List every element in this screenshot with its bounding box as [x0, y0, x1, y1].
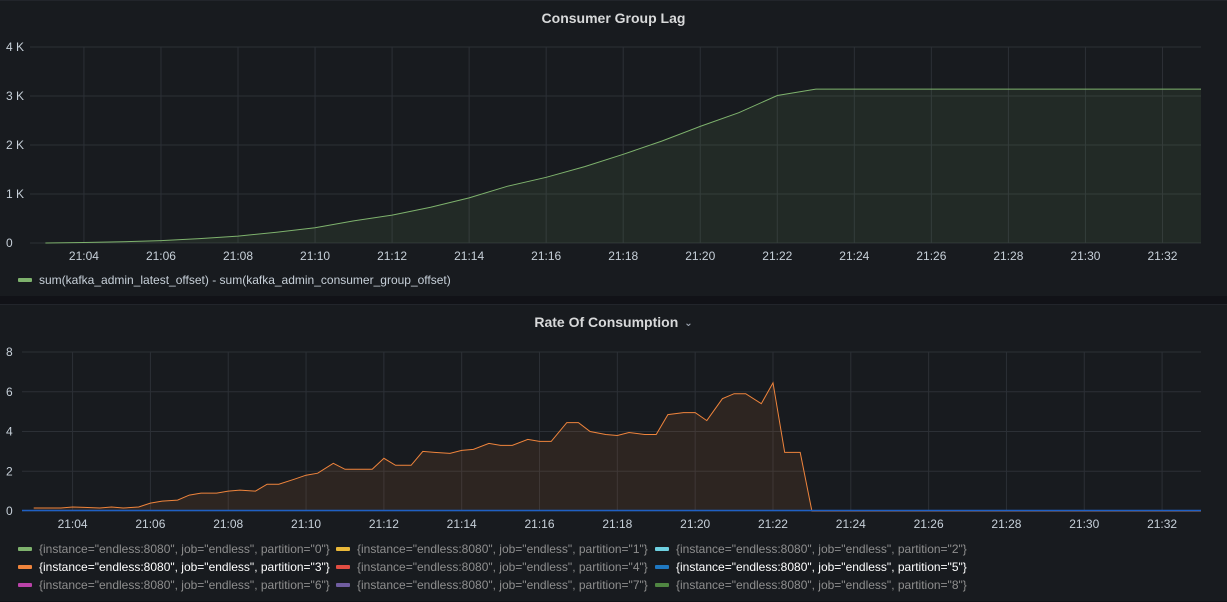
legend-swatch	[655, 546, 669, 551]
x-tick-label: 21:14	[454, 249, 484, 263]
x-tick-label: 21:14	[447, 517, 477, 531]
legend-label: sum(kafka_admin_latest_offset) - sum(kaf…	[39, 273, 451, 287]
x-tick-label: 21:06	[135, 517, 165, 531]
legend-label: {instance="endless:8080", job="endless",…	[676, 542, 967, 556]
chevron-down-icon[interactable]: ⌄	[684, 317, 693, 329]
legend-item-partition-2[interactable]: {instance="endless:8080", job="endless",…	[655, 542, 967, 556]
x-tick-label: 21:30	[1069, 517, 1099, 531]
x-tick-label: 21:16	[524, 517, 554, 531]
legend-label: {instance="endless:8080", job="endless",…	[39, 578, 330, 592]
y-tick-label: 4 K	[6, 40, 24, 54]
legend-swatch	[18, 277, 32, 282]
panel-title-consumer-group-lag[interactable]: Consumer Group Lag	[541, 10, 686, 26]
legend-label: {instance="endless:8080", job="endless",…	[39, 542, 330, 556]
y-tick-label: 2 K	[6, 138, 24, 152]
x-tick-label: 21:04	[58, 517, 88, 531]
x-tick-label: 21:10	[291, 517, 321, 531]
panel-title-text: Rate Of Consumption	[534, 314, 679, 330]
series-line[interactable]	[45, 88, 1201, 244]
series-area	[45, 89, 1201, 243]
x-tick-label: 21:28	[993, 249, 1023, 263]
x-tick-label: 21:12	[369, 517, 399, 531]
legend-item-partition-0[interactable]: {instance="endless:8080", job="endless",…	[18, 542, 330, 556]
y-tick-label: 0	[6, 236, 13, 250]
legend-item-partition-6[interactable]: {instance="endless:8080", job="endless",…	[18, 578, 330, 592]
rate-of-consumption-panel: Rate Of Consumption ⌄ 0 2 4 6 8 21:04 21:06 21:0…	[0, 304, 1227, 601]
legend-label: {instance="endless:8080", job="endless",…	[357, 542, 648, 556]
x-tick-label: 21:06	[146, 249, 176, 263]
x-tick-label: 21:26	[914, 517, 944, 531]
legend-item-partition-5[interactable]: {instance="endless:8080", job="endless",…	[655, 560, 967, 574]
x-tick-label: 21:08	[223, 249, 253, 263]
legend-swatch	[336, 582, 350, 587]
rate-of-consumption-legend: {instance="endless:8080", job="endless",…	[18, 542, 1218, 602]
series-area	[33, 382, 1202, 511]
legend-item-partition-1[interactable]: {instance="endless:8080", job="endless",…	[336, 542, 648, 556]
y-tick-label: 0	[6, 504, 13, 518]
x-tick-label: 21:22	[758, 517, 788, 531]
legend-swatch	[336, 564, 350, 569]
x-tick-label: 21:20	[685, 249, 715, 263]
x-tick-label: 21:16	[531, 249, 561, 263]
x-tick-label: 21:18	[608, 249, 638, 263]
legend-label: {instance="endless:8080", job="endless",…	[39, 560, 330, 574]
x-tick-label: 21:30	[1070, 249, 1100, 263]
y-tick-label: 4	[6, 425, 13, 439]
y-tick-label: 6	[6, 385, 13, 399]
x-tick-label: 21:24	[839, 249, 869, 263]
x-tick-label: 21:26	[916, 249, 946, 263]
legend-label: {instance="endless:8080", job="endless",…	[357, 578, 648, 592]
x-tick-label: 21:20	[680, 517, 710, 531]
x-tick-label: 21:18	[602, 517, 632, 531]
rate-of-consumption-chart[interactable]: 0 2 4 6 8 21:04 21:06 21:08 21:10 21:12 21:14 21:16…	[0, 305, 1227, 602]
legend-swatch	[18, 546, 32, 551]
y-tick-label: 2	[6, 464, 13, 478]
y-tick-label: 1 K	[6, 187, 24, 201]
legend-swatch	[18, 564, 32, 569]
legend-item-partition-3[interactable]: {instance="endless:8080", job="endless",…	[18, 560, 330, 574]
x-tick-label: 21:04	[69, 249, 99, 263]
x-tick-label: 21:12	[377, 249, 407, 263]
x-tick-label: 21:08	[213, 517, 243, 531]
legend-item-partition-7[interactable]: {instance="endless:8080", job="endless",…	[336, 578, 648, 592]
series-line[interactable]	[33, 381, 1201, 512]
legend-swatch	[655, 582, 669, 587]
legend-swatch	[18, 582, 32, 587]
panel-title-rate-of-consumption[interactable]: Rate Of Consumption ⌄	[0, 314, 1227, 330]
legend-item-partition-8[interactable]: {instance="endless:8080", job="endless",…	[655, 578, 967, 592]
legend-label: {instance="endless:8080", job="endless",…	[676, 578, 967, 592]
x-tick-label: 21:24	[836, 517, 866, 531]
x-tick-label: 21:22	[762, 249, 792, 263]
legend-label: {instance="endless:8080", job="endless",…	[676, 560, 967, 574]
y-tick-label: 3 K	[6, 89, 24, 103]
legend-swatch	[336, 546, 350, 551]
x-tick-label: 21:28	[991, 517, 1021, 531]
legend-item-lag[interactable]: sum(kafka_admin_latest_offset) - sum(kaf…	[18, 273, 451, 287]
consumer-group-lag-chart[interactable]: 0 1 K 2 K 3 K 4 K 21:04 21:06 21:08 21:10 21:12 21…	[0, 1, 1227, 297]
x-tick-label: 21:32	[1147, 249, 1177, 263]
x-tick-label: 21:10	[300, 249, 330, 263]
legend-label: {instance="endless:8080", job="endless",…	[357, 560, 648, 574]
x-tick-label: 21:32	[1147, 517, 1177, 531]
consumer-group-lag-panel: Consumer Group Lag 0 1 K 2 K 3 K 4 K 21:04 21:…	[0, 0, 1227, 296]
legend-item-partition-4[interactable]: {instance="endless:8080", job="endless",…	[336, 560, 648, 574]
y-tick-label: 8	[6, 345, 13, 359]
legend-swatch	[655, 564, 669, 569]
